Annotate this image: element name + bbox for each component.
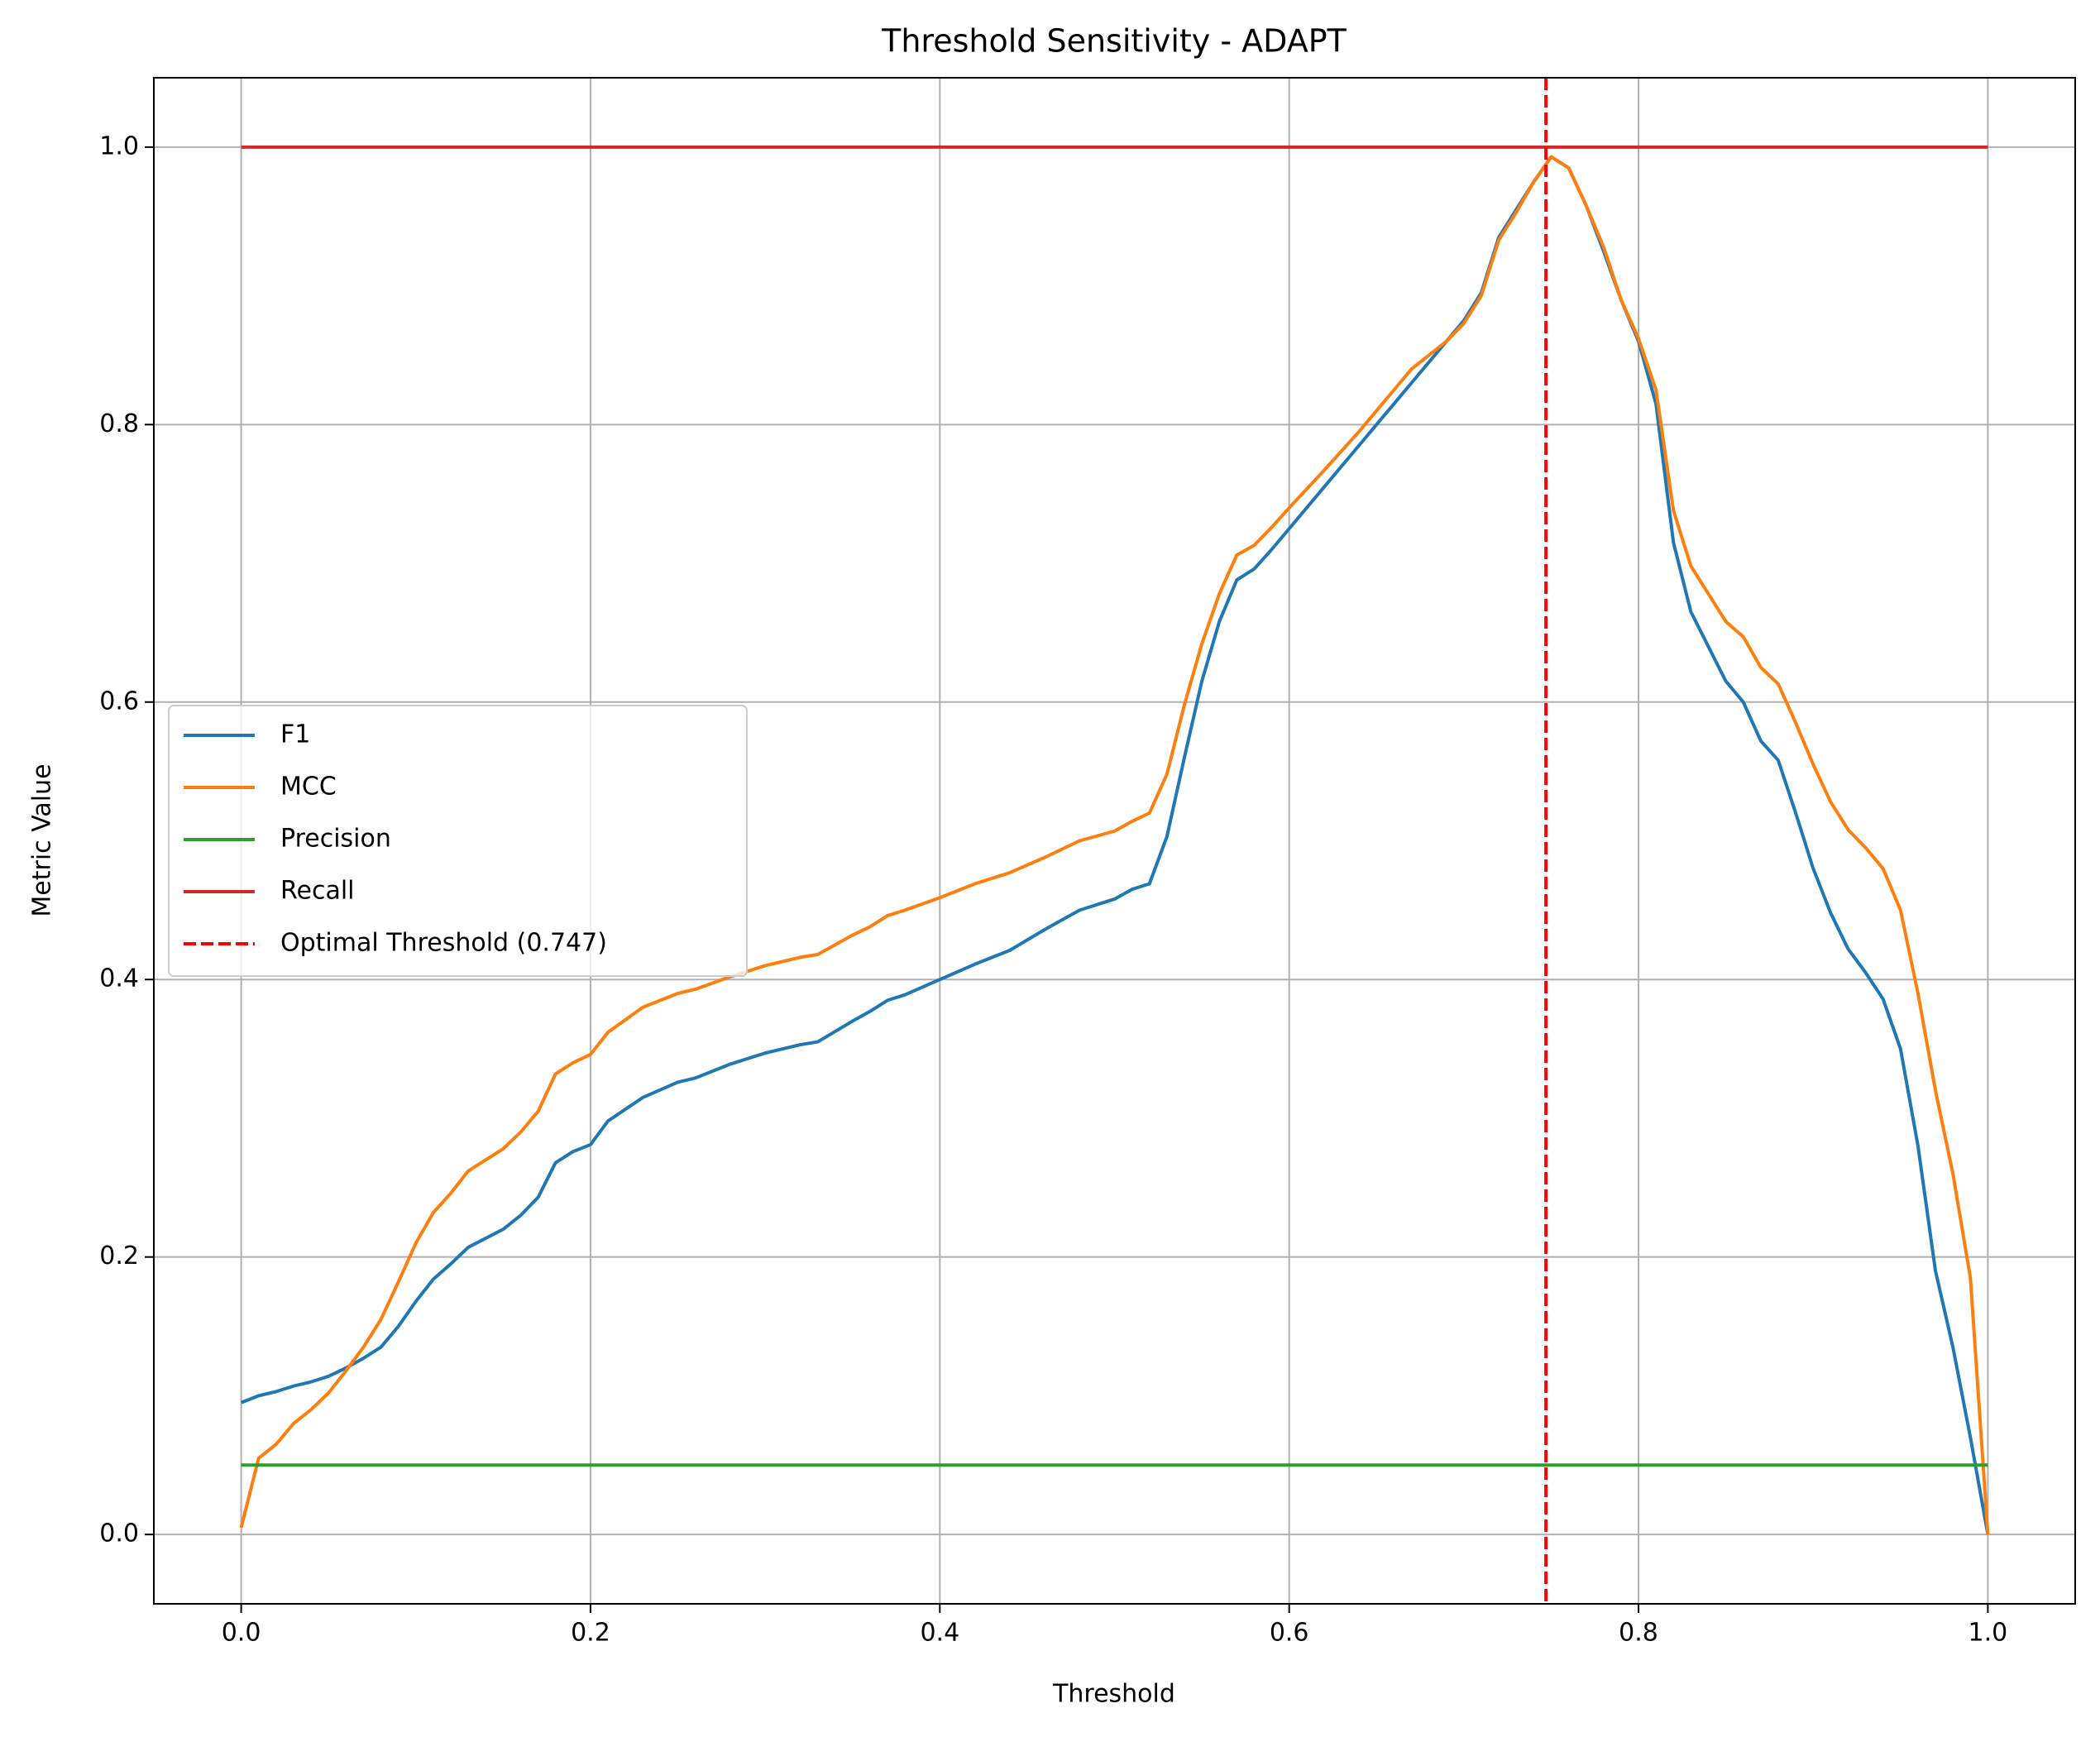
x-tick-label: 1.0 [1968,1619,2008,1648]
y-tick-label: 0.0 [99,1519,139,1548]
legend-label: MCC [280,773,337,802]
y-tick-label: 0.6 [99,687,139,715]
legend-label: Optimal Threshold (0.747) [280,929,607,958]
x-tick-label: 0.4 [920,1619,959,1648]
x-axis-label: Threshold [1052,1680,1175,1709]
x-tick-label: 0.6 [1270,1619,1309,1648]
legend-label: Precision [280,825,391,854]
x-tick-label: 0.8 [1619,1619,1658,1648]
legend-label: Recall [280,877,355,906]
series-line [239,155,1990,1535]
chart-title: Threshold Sensitivity - ADAPT [881,23,1347,60]
legend-label: F1 [280,720,310,749]
series-line [240,155,1990,1535]
y-tick-label: 0.2 [99,1242,139,1270]
y-tick-label: 0.4 [99,964,139,993]
x-tick-label: 0.0 [222,1619,261,1648]
y-tick-label: 1.0 [99,132,139,160]
y-axis-label: Metric Value [28,763,57,916]
plot-frame [153,77,2076,1605]
legend: F1 MCC Precision Recall Optimal Threshold (0… [168,705,748,977]
y-tick-label: 0.8 [99,409,139,438]
legend-box [168,705,748,977]
x-tick-label: 0.2 [571,1619,610,1648]
